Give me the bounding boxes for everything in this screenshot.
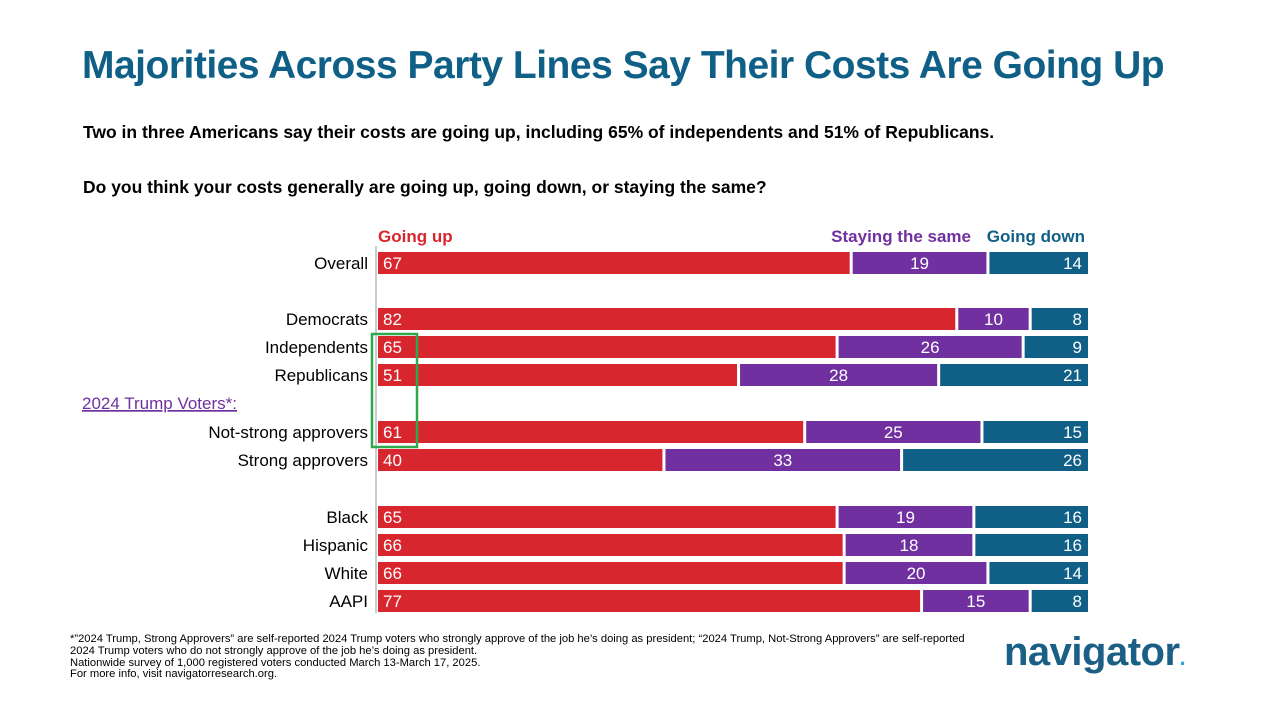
bar-segment	[852, 252, 987, 274]
data-label: 19	[910, 254, 929, 273]
data-label: 10	[984, 310, 1003, 329]
bar-segment	[740, 364, 938, 386]
data-label: 18	[900, 536, 919, 555]
row-label: Strong approvers	[238, 451, 368, 470]
row-label: Not-strong approvers	[208, 423, 368, 442]
data-label: 14	[1063, 254, 1082, 273]
bar-segment	[845, 562, 987, 584]
data-label: 61	[383, 423, 402, 442]
bar-segment	[378, 590, 921, 612]
bar-segment	[378, 506, 836, 528]
bar-segment	[378, 534, 843, 556]
row-label: Overall	[314, 254, 368, 273]
data-label: 15	[1063, 423, 1082, 442]
data-label: 28	[829, 366, 848, 385]
data-label: 26	[1063, 451, 1082, 470]
bar-segment	[378, 421, 804, 443]
bar-segment	[1031, 590, 1088, 612]
row-label: AAPI	[329, 592, 368, 611]
data-label: 16	[1063, 508, 1082, 527]
legend-going-down: Going down	[987, 227, 1085, 246]
row-label: Hispanic	[303, 536, 369, 555]
bar-segment	[838, 336, 1022, 358]
data-label: 26	[921, 338, 940, 357]
data-label: 21	[1063, 366, 1082, 385]
data-label: 82	[383, 310, 402, 329]
data-label: 40	[383, 451, 402, 470]
data-label: 66	[383, 536, 402, 555]
data-label: 14	[1063, 564, 1082, 583]
data-label: 65	[383, 338, 402, 357]
data-label: 67	[383, 254, 402, 273]
survey-question: Do you think your costs generally are go…	[83, 177, 767, 197]
bar-segment	[378, 308, 956, 330]
bar-segment	[378, 336, 836, 358]
data-label: 66	[383, 564, 402, 583]
data-label: 16	[1063, 536, 1082, 555]
bar-segment	[378, 562, 843, 584]
highlight-box	[370, 332, 419, 449]
data-label: 9	[1073, 338, 1082, 357]
row-label: White	[325, 564, 368, 583]
bar-segment	[838, 506, 973, 528]
logo-text: navigator	[1004, 630, 1180, 674]
section-label-trump-voters: 2024 Trump Voters*:	[82, 394, 237, 413]
bar-segment	[989, 252, 1088, 274]
subtitle: Two in three Americans say their costs a…	[83, 122, 995, 142]
bar-segment	[845, 534, 973, 556]
page-title: Majorities Across Party Lines Say Their …	[82, 44, 1165, 87]
data-label: 20	[907, 564, 926, 583]
bar-segment	[378, 364, 738, 386]
bar-segment	[903, 449, 1088, 471]
legend-going-up: Going up	[378, 227, 453, 246]
bar-segment	[1031, 308, 1088, 330]
bar-segment	[983, 421, 1088, 443]
bar-segment	[1024, 336, 1088, 358]
footnote: *”2024 Trump, Strong Approvers” are self…	[70, 633, 970, 681]
footnote-more-info: For more info, visit navigatorresearch.o…	[70, 668, 278, 681]
footnote-methodology: Nationwide survey of 1,000 registered vo…	[70, 656, 481, 669]
row-label: Republicans	[274, 366, 368, 385]
data-label: 51	[383, 366, 402, 385]
bar-segment	[958, 308, 1029, 330]
bar-segment	[806, 421, 981, 443]
bar-segment	[923, 590, 1029, 612]
data-label: 33	[773, 451, 792, 470]
bar-segment	[378, 449, 663, 471]
legend-staying-the-same: Staying the same	[831, 227, 971, 246]
bar-segment	[940, 364, 1088, 386]
data-label: 77	[383, 592, 402, 611]
data-label: 25	[884, 423, 903, 442]
data-label: 8	[1073, 592, 1082, 611]
data-label: 19	[896, 508, 915, 527]
footnote-definition: *”2024 Trump, Strong Approvers” are self…	[70, 633, 965, 657]
stacked-bar-chart: Going up Staying the same Going down Overal…	[82, 227, 1088, 613]
data-label: 15	[966, 592, 985, 611]
bar-segment	[975, 534, 1088, 556]
navigator-logo: navigator.	[1004, 630, 1186, 675]
data-label: 8	[1073, 310, 1082, 329]
row-label: Independents	[265, 338, 368, 357]
logo-dot: .	[1179, 645, 1186, 670]
row-label: Black	[326, 508, 368, 527]
data-label: 65	[383, 508, 402, 527]
bar-segment	[665, 449, 901, 471]
row-label: Democrats	[286, 310, 368, 329]
bar-segment	[378, 252, 850, 274]
bar-segment	[975, 506, 1088, 528]
bar-segment	[989, 562, 1088, 584]
